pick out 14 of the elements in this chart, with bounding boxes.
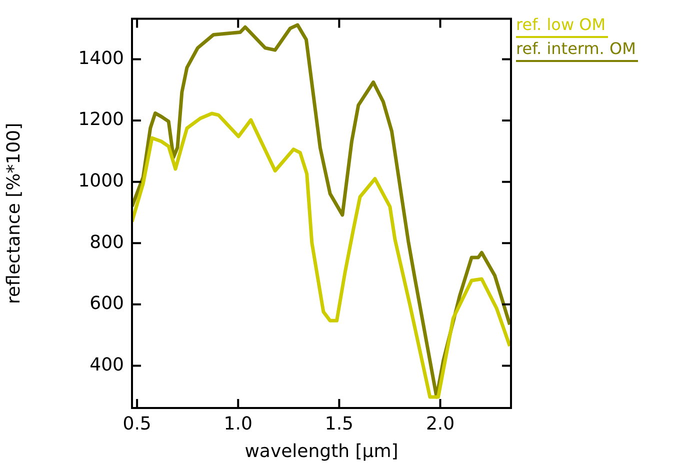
y-tick-label: 600 [90, 293, 124, 314]
y-tick-label: 400 [90, 354, 124, 376]
y-tick-label: 800 [90, 232, 124, 253]
x-axis-title: wavelength [μm] [244, 440, 398, 462]
text: ref. interm. OM [516, 38, 638, 62]
y-axis-title: reflectance [%*100] [3, 122, 24, 304]
y-tick-label: 1000 [78, 170, 124, 192]
y-tick-label: 1400 [78, 48, 124, 69]
y-tick-label: 1200 [78, 109, 124, 130]
x-tick-label: 0.5 [122, 413, 152, 434]
x-tick-label: 2.0 [426, 413, 455, 434]
x-tick-label: 1.0 [224, 413, 252, 434]
x-tick-label: 1.5 [324, 413, 354, 434]
text: ref. low OM [516, 14, 608, 38]
